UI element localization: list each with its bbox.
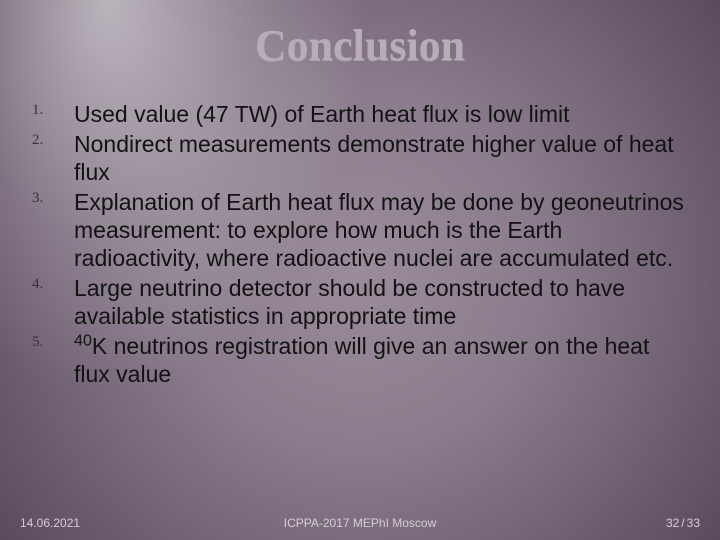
list-item: 5. 40K neutrinos registration will give …: [28, 332, 688, 388]
slide-title: Conclusion: [0, 0, 720, 71]
list-text: 40K neutrinos registration will give an …: [74, 332, 688, 388]
list-number: 3.: [28, 188, 74, 207]
list-item: 2. Nondirect measurements demonstrate hi…: [28, 130, 688, 186]
list-text: Large neutrino detector should be constr…: [74, 274, 688, 330]
list-number: 1.: [28, 100, 74, 119]
list-item: 4. Large neutrino detector should be con…: [28, 274, 688, 330]
list-text: Nondirect measurements demonstrate highe…: [74, 130, 688, 186]
list-number: 5.: [28, 332, 74, 351]
footer-page-number: 32 / 33: [666, 516, 700, 530]
list-item: 3. Explanation of Earth heat flux may be…: [28, 188, 688, 272]
conclusion-list: 1. Used value (47 TW) of Earth heat flux…: [28, 100, 688, 390]
list-number: 4.: [28, 274, 74, 293]
slide-footer: 14.06.2021 ICPPA-2017 MEPhI Moscow 32 / …: [0, 510, 720, 530]
footer-conference: ICPPA-2017 MEPhI Moscow: [284, 516, 437, 530]
page-current: 32: [666, 516, 679, 530]
list-text: Used value (47 TW) of Earth heat flux is…: [74, 100, 688, 128]
page-separator: /: [679, 516, 686, 530]
list-item: 1. Used value (47 TW) of Earth heat flux…: [28, 100, 688, 128]
footer-date: 14.06.2021: [20, 516, 80, 530]
page-total: 33: [687, 516, 700, 530]
list-number: 2.: [28, 130, 74, 149]
list-text: Explanation of Earth heat flux may be do…: [74, 188, 688, 272]
